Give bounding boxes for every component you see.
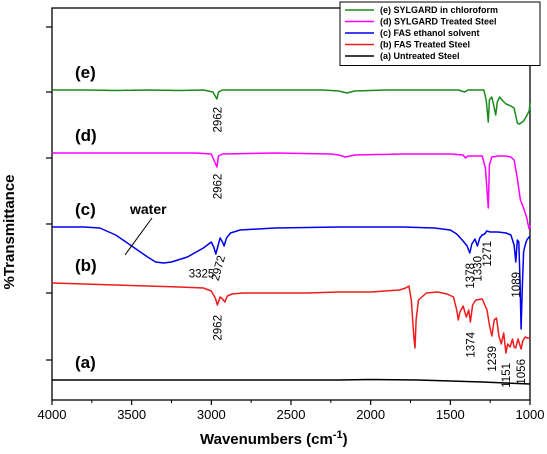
x-tick-label: 1000 [516, 407, 545, 422]
annotations: water [124, 201, 167, 256]
legend: (e) SYLGARD in chloroform (d) SYLGARD Tre… [339, 1, 541, 66]
series-layer [51, 89, 531, 385]
series-line-4 [52, 378, 531, 385]
peak-label: 3325 [189, 269, 215, 281]
x-axis-title-superscript: -1 [333, 429, 343, 441]
peak-label: 1330 [472, 256, 484, 282]
peak-label: 1089 [511, 272, 523, 298]
peak-label: 1374 [465, 331, 477, 357]
y-axis-ticks [46, 26, 52, 361]
peak-label: 2962 [212, 107, 224, 133]
peak-label: 1151 [501, 363, 513, 388]
x-tick-label: 3500 [117, 407, 146, 422]
x-axis-title-suffix: ) [343, 431, 348, 448]
curve-labels: (e) (d) (c) (b) (a) [75, 63, 97, 372]
plot-axes [51, 7, 531, 401]
legend-label: (e) SYLGARD in chloroform [380, 5, 498, 15]
x-axis-title-main: Wavenumbers (cm [200, 431, 333, 448]
x-axis-ticks: 4000 3500 3000 2500 2000 1500 1000 [38, 400, 545, 422]
peak-label: 2962 [212, 174, 224, 200]
plot-frame [51, 7, 531, 401]
curve-label-1: (d) [75, 126, 97, 145]
legend-label: (d) SYLGARD Treated Steel [380, 17, 497, 27]
curve-label-4: (a) [75, 353, 96, 372]
water-annotation: water [129, 201, 167, 217]
peak-label: 1056 [516, 359, 528, 385]
water-arrow-line [124, 217, 153, 256]
peak-label: 2972 [210, 254, 228, 282]
series-line-0 [52, 89, 531, 125]
peak-label: 1271 [482, 241, 494, 267]
series-line-2 [52, 226, 531, 330]
peak-label: 1378 [465, 263, 477, 289]
peak-label: 2962 [212, 315, 224, 341]
curve-label-0: (e) [75, 63, 96, 82]
y-axis-title: %Transmittance [1, 174, 18, 289]
x-tick-label: 2000 [356, 407, 385, 422]
curve-label-2: (c) [75, 200, 96, 219]
x-tick-label: 1500 [436, 407, 465, 422]
legend-label: (c) FAS ethanol solvent [380, 28, 480, 38]
peak-label: 1239 [487, 346, 499, 372]
x-tick-label: 3000 [197, 407, 226, 422]
x-tick-label: 4000 [38, 407, 67, 422]
legend-label: (a) Untreated Steel [380, 51, 460, 61]
curve-label-3: (b) [75, 256, 97, 275]
series-line-3 [51, 282, 530, 354]
legend-label: (b) FAS Treated Steel [380, 40, 470, 50]
x-axis-title: Wavenumbers (cm-1) [200, 429, 348, 448]
x-tick-label: 2500 [277, 407, 306, 422]
series-line-1 [52, 152, 531, 230]
